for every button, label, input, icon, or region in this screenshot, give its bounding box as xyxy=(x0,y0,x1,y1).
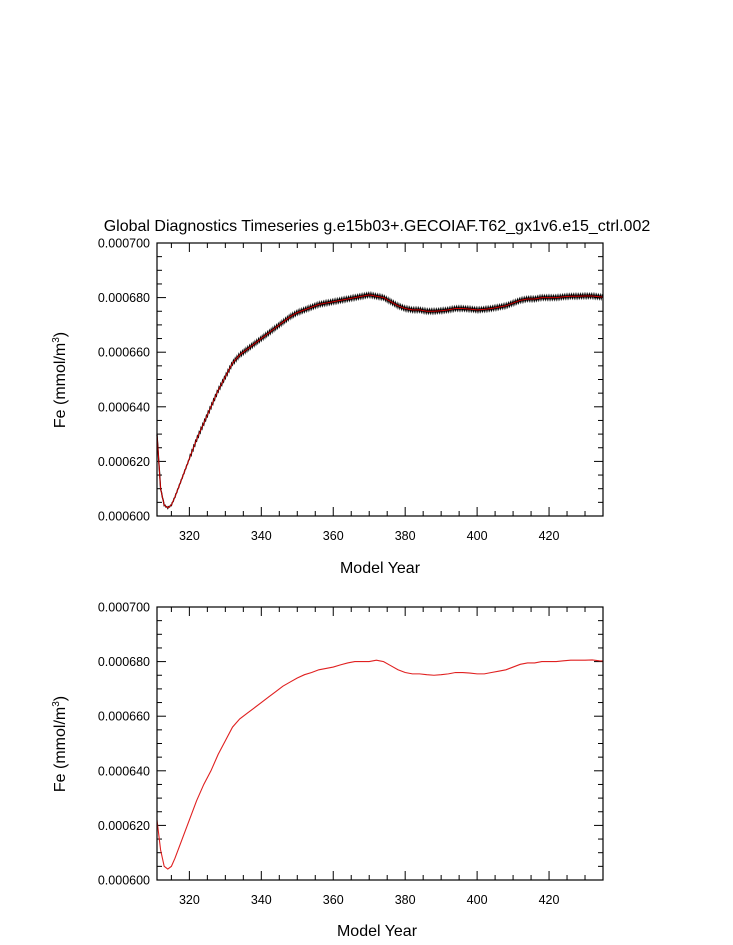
plot-title: Global Diagnostics Timeseries g.e15b03+.… xyxy=(104,218,651,235)
x-tick-labels: 320 340 360 380 400 420 xyxy=(179,893,560,907)
x-tick-label: 400 xyxy=(467,893,488,907)
x-tick-label: 360 xyxy=(323,529,344,543)
x-tick-label: 420 xyxy=(539,529,560,543)
x-tick-labels: 320 340 360 380 400 420 xyxy=(179,529,560,543)
series-group xyxy=(156,290,604,510)
x-tick-label: 320 xyxy=(179,893,200,907)
y-tick-label: 0.000660 xyxy=(98,710,150,724)
y-axis-label-main: Fe (mmol/m xyxy=(52,343,69,428)
y-axis-label-main: Fe (mmol/m xyxy=(52,707,69,792)
y-tick-label: 0.000620 xyxy=(98,819,150,833)
series-line-black xyxy=(156,290,604,510)
y-axis-label: Fe (mmol/m3) xyxy=(51,696,69,792)
y-tick-labels: 0.000600 0.000620 0.000640 0.000660 0.000680… xyxy=(98,237,150,524)
x-axis-label: Model Year xyxy=(340,560,421,577)
y-tick-label: 0.000660 xyxy=(98,346,150,360)
x-axis-label: Model Year xyxy=(337,923,418,940)
y-tick-label: 0.000600 xyxy=(98,510,150,524)
top-panel: Global Diagnostics Timeseries g.e15b03+.… xyxy=(51,218,650,577)
y-axis-label-close: ) xyxy=(52,696,69,701)
x-tick-label: 420 xyxy=(539,893,560,907)
x-tick-label: 380 xyxy=(395,529,416,543)
y-axis-label-close: ) xyxy=(52,332,69,337)
y-tick-labels: 0.000600 0.000620 0.000640 0.000660 0.000680… xyxy=(98,601,150,888)
y-tick-label: 0.000640 xyxy=(98,764,150,778)
series-line xyxy=(156,659,604,870)
plot-frame xyxy=(156,606,604,881)
y-tick-label: 0.000680 xyxy=(98,291,150,305)
x-tick-label: 340 xyxy=(251,893,272,907)
y-axis-label-superscript: 3 xyxy=(51,337,62,343)
y-tick-label: 0.000680 xyxy=(98,655,150,669)
x-tick-label: 320 xyxy=(179,529,200,543)
y-axis-label-superscript: 3 xyxy=(51,701,62,707)
y-axis-label: Fe (mmol/m3) xyxy=(51,332,69,428)
series-line-red xyxy=(156,294,604,509)
y-tick-label: 0.000700 xyxy=(98,237,150,251)
y-tick-label: 0.000700 xyxy=(98,601,150,615)
plot-frame xyxy=(156,242,604,517)
x-tick-label: 340 xyxy=(251,529,272,543)
y-tick-label: 0.000640 xyxy=(98,400,150,414)
x-tick-label: 400 xyxy=(467,529,488,543)
bottom-panel: 0.000600 0.000620 0.000640 0.000660 0.000680… xyxy=(51,601,604,940)
y-tick-label: 0.000620 xyxy=(98,455,150,469)
series-group xyxy=(156,659,604,870)
x-tick-label: 360 xyxy=(323,893,344,907)
x-tick-label: 380 xyxy=(395,893,416,907)
axis-ticks xyxy=(157,606,604,881)
y-tick-label: 0.000600 xyxy=(98,874,150,888)
